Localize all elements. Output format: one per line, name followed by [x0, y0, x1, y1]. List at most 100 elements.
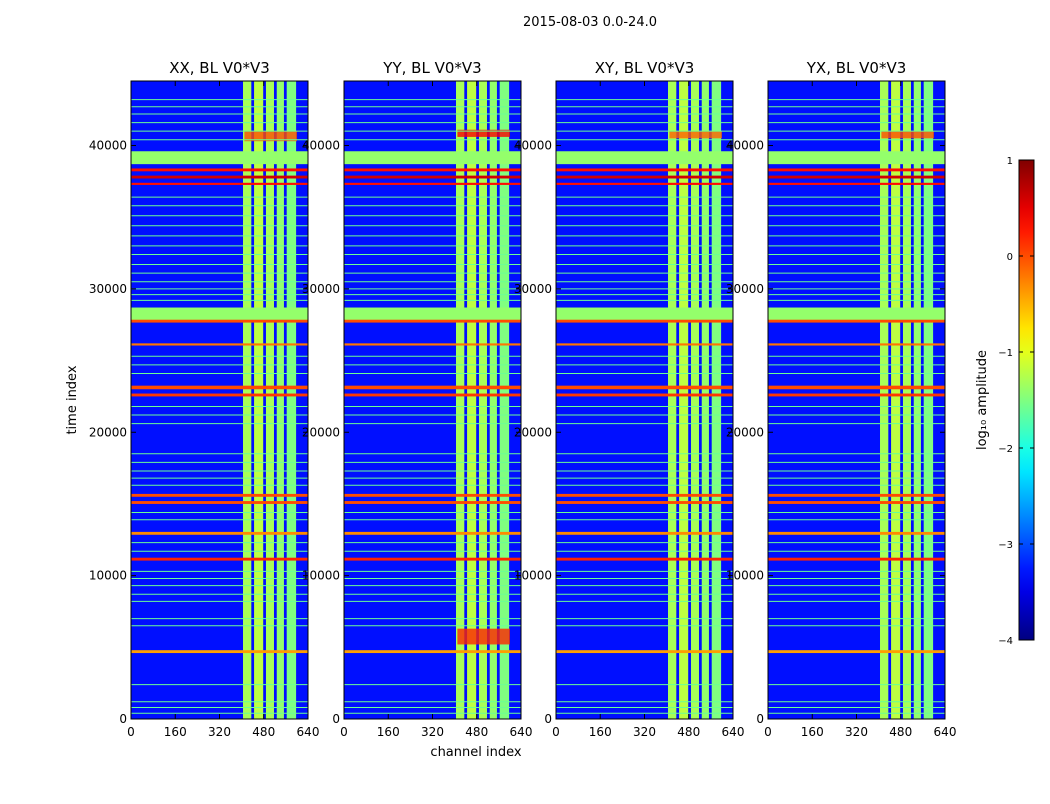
bright-channel-column: [478, 81, 487, 719]
flagged-time-band: [556, 151, 733, 165]
bright-channel-column: [286, 81, 297, 719]
flagged-time-band: [344, 319, 521, 323]
y-tick-label: 10000: [89, 569, 127, 583]
flagged-time-band: [131, 319, 308, 323]
y-tick-label: 0: [756, 712, 764, 726]
panel-xx: XX, BL V0*V3 0 160 320 480 640 0 10000 20000 3000…: [89, 59, 320, 739]
x-tick-label: 640: [297, 725, 320, 739]
panel-title: XX, BL V0*V3: [169, 59, 270, 77]
flagged-time-band: [131, 501, 308, 504]
y-tick-label: 40000: [89, 139, 127, 153]
flagged-time-band: [344, 307, 521, 322]
flagged-time-band: [556, 319, 733, 323]
colorbar-tick-label: −2: [998, 444, 1013, 455]
flagged-time-band: [131, 182, 308, 185]
x-tick-label: 480: [465, 725, 488, 739]
x-tick-label: 480: [252, 725, 275, 739]
flagged-time-band: [556, 182, 733, 185]
flagged-time-band: [768, 531, 945, 535]
y-tick-label: 0: [119, 712, 127, 726]
y-tick-label: 30000: [89, 282, 127, 296]
x-tick-label: 320: [845, 725, 868, 739]
flagged-time-band: [768, 343, 945, 346]
flagged-time-band: [131, 493, 308, 497]
bright-channel-column: [913, 81, 921, 719]
flagged-time-band: [344, 493, 521, 497]
bright-channel-column: [880, 81, 889, 719]
flagged-time-band: [344, 343, 521, 346]
y-tick-label: 10000: [302, 569, 340, 583]
y-tick-label: 20000: [726, 425, 764, 439]
flagged-time-band: [344, 168, 521, 172]
x-tick-label: 0: [552, 725, 560, 739]
bright-channel-column: [679, 81, 689, 719]
x-tick-label: 0: [127, 725, 135, 739]
y-axis-label: time index: [65, 365, 80, 434]
bright-channel-column: [711, 81, 722, 719]
flagged-time-band: [556, 531, 733, 535]
x-tick-label: 0: [340, 725, 348, 739]
flagged-time-band: [344, 175, 521, 179]
bright-patch: [669, 131, 722, 139]
x-tick-label: 640: [510, 725, 533, 739]
y-tick-label: 20000: [89, 425, 127, 439]
flagged-time-band: [768, 168, 945, 172]
flagged-time-band: [556, 393, 733, 397]
x-tick-label: 160: [164, 725, 187, 739]
colorbar-tick-label: 1: [1007, 156, 1013, 167]
bright-patch: [881, 131, 934, 139]
bright-channel-column: [499, 81, 510, 719]
flagged-time-band: [768, 151, 945, 165]
bright-patch: [457, 628, 510, 645]
flagged-time-band: [556, 650, 733, 654]
x-tick-label: 320: [421, 725, 444, 739]
panels-group: XX, BL V0*V3 0 160 320 480 640 0 10000 20000 3000…: [89, 59, 957, 739]
bright-channel-column: [276, 81, 284, 719]
panel-yx: YX, BL V0*V3 0 160 320 480 640 0 10000 20000 3000…: [726, 59, 957, 739]
y-tick-label: 30000: [302, 282, 340, 296]
bright-channel-column: [489, 81, 497, 719]
flagged-time-band: [768, 307, 945, 322]
flagged-time-band: [556, 501, 733, 504]
bright-channel-column: [902, 81, 911, 719]
panel-xy: XY, BL V0*V3 0 160 320 480 640 0 10000 20000 3000…: [514, 59, 745, 739]
flagged-time-band: [556, 168, 733, 172]
flagged-time-band: [344, 557, 521, 561]
y-tick-label: 30000: [726, 282, 764, 296]
x-tick-label: 320: [633, 725, 656, 739]
flagged-time-band: [131, 151, 308, 165]
y-tick-label: 40000: [302, 139, 340, 153]
x-tick-label: 480: [889, 725, 912, 739]
flagged-time-band: [768, 650, 945, 654]
flagged-time-band: [556, 557, 733, 561]
bright-channel-column: [668, 81, 677, 719]
bright-channel-column: [265, 81, 274, 719]
flagged-time-band: [131, 650, 308, 654]
flagged-time-band: [344, 650, 521, 654]
y-tick-label: 10000: [514, 569, 552, 583]
x-tick-label: 160: [801, 725, 824, 739]
bright-channel-column: [456, 81, 465, 719]
colorbar-tick-label: −1: [998, 348, 1013, 359]
flagged-time-band: [131, 175, 308, 179]
bright-channel-column: [891, 81, 901, 719]
flagged-time-band: [131, 343, 308, 346]
bright-channel-column: [923, 81, 934, 719]
flagged-time-band: [344, 501, 521, 504]
flagged-time-band: [131, 531, 308, 535]
panel-title: YY, BL V0*V3: [382, 59, 481, 77]
panel-title: YX, BL V0*V3: [806, 59, 907, 77]
flagged-time-band: [344, 531, 521, 535]
flagged-time-band: [768, 501, 945, 504]
colorbar-gradient: [1018, 159, 1035, 641]
bright-channel-column: [690, 81, 699, 719]
y-tick-label: 0: [332, 712, 340, 726]
x-tick-label: 160: [589, 725, 612, 739]
y-tick-label: 10000: [726, 569, 764, 583]
colorbar: 1 0 −1 −2 −3 −4: [998, 156, 1035, 647]
y-tick-label: 20000: [514, 425, 552, 439]
flagged-time-band: [768, 175, 945, 179]
colorbar-tick-label: 0: [1007, 252, 1013, 263]
